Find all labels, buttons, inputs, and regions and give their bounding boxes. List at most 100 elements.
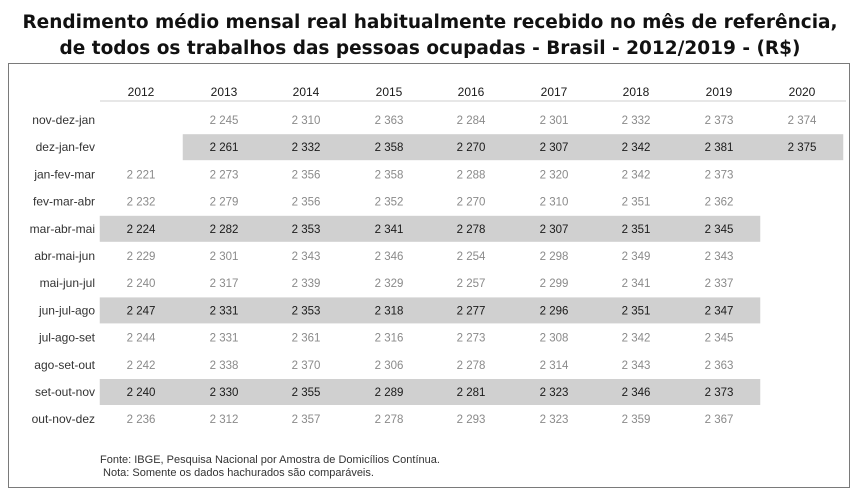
table-cell: 2 342 (622, 169, 651, 181)
row-label: jul-ago-set (38, 331, 96, 345)
column-header: 2012 (128, 85, 155, 99)
table-cell: 2 358 (375, 142, 404, 154)
table-cell: 2 254 (457, 251, 486, 263)
table-cell: 2 317 (210, 278, 239, 290)
table-cell: 2 273 (457, 333, 486, 345)
table-cell: 2 307 (540, 142, 569, 154)
column-header: 2016 (458, 85, 485, 99)
table-cell: 2 323 (540, 414, 569, 426)
table-cell: 2 342 (622, 333, 651, 345)
highlight-band (99, 379, 761, 405)
table-cell: 2 308 (540, 333, 569, 345)
table-cell: 2 338 (210, 360, 239, 372)
table-cell: 2 373 (705, 387, 734, 399)
row-label: fev-mar-abr (33, 195, 95, 209)
column-header: 2014 (293, 85, 320, 99)
table-cell: 2 282 (210, 224, 239, 236)
table-cell: 2 270 (457, 197, 486, 209)
table-cell: 2 331 (210, 333, 239, 345)
table-cell: 2 356 (292, 197, 321, 209)
table-cell: 2 346 (622, 387, 651, 399)
table-cell: 2 312 (210, 414, 239, 426)
column-header: 2020 (789, 85, 816, 99)
table-cell: 2 293 (457, 414, 486, 426)
table-cell: 2 277 (457, 305, 486, 317)
table-cell: 2 355 (292, 387, 321, 399)
table-cell: 2 330 (210, 387, 239, 399)
table-cell: 2 257 (457, 278, 486, 290)
table-cell: 2 345 (705, 224, 734, 236)
table-cell: 2 342 (622, 142, 651, 154)
table-cell: 2 339 (292, 278, 321, 290)
table-cell: 2 278 (457, 224, 486, 236)
table-cell: 2 281 (457, 387, 486, 399)
table-cell: 2 332 (292, 142, 321, 154)
table-cell: 2 296 (540, 305, 569, 317)
table-cell: 2 240 (127, 387, 156, 399)
chart-title-line-2: de todos os trabalhos das pessoas ocupad… (59, 38, 801, 59)
footnote-source: Fonte: IBGE, Pesquisa Nacional por Amost… (100, 454, 440, 466)
table-cell: 2 351 (622, 305, 651, 317)
table-cell: 2 343 (705, 251, 734, 263)
chart-panel (8, 63, 850, 488)
row-label: mar-abr-mai (30, 222, 95, 236)
row-label: set-out-nov (35, 385, 95, 399)
table-cell: 2 359 (622, 414, 651, 426)
row-label: nov-dez-jan (32, 113, 95, 127)
table-cell: 2 245 (210, 115, 239, 127)
table-cell: 2 232 (127, 197, 156, 209)
table-cell: 2 345 (705, 333, 734, 345)
column-header: 2015 (376, 85, 403, 99)
table-cell: 2 244 (127, 333, 156, 345)
highlight-band (182, 134, 844, 161)
table-cell: 2 361 (292, 333, 321, 345)
table-cell: 2 301 (210, 251, 239, 263)
row-label: ago-set-out (34, 358, 95, 372)
table-cell: 2 331 (210, 305, 239, 317)
table-cell: 2 270 (457, 142, 486, 154)
table-cell: 2 298 (540, 251, 569, 263)
table-cell: 2 370 (292, 360, 321, 372)
table-cell: 2 279 (210, 197, 239, 209)
table-cell: 2 229 (127, 251, 156, 263)
column-header: 2017 (541, 85, 568, 99)
table-cell: 2 289 (375, 387, 404, 399)
row-label: jan-fev-mar (33, 167, 95, 181)
table-cell: 2 316 (375, 333, 404, 345)
table-cell: 2 314 (540, 360, 569, 372)
row-label: out-nov-dez (32, 412, 95, 426)
row-label: abr-mai-jun (34, 249, 95, 263)
row-label: dez-jan-fev (36, 140, 95, 154)
footnote-note: Nota: Somente os dados hachurados são co… (100, 467, 374, 479)
table-cell: 2 373 (705, 169, 734, 181)
table-cell: 2 346 (375, 251, 404, 263)
table-cell: 2 310 (292, 115, 321, 127)
table-cell: 2 288 (457, 169, 486, 181)
table-cell: 2 278 (457, 360, 486, 372)
table-cell: 2 381 (705, 142, 734, 154)
table-cell: 2 242 (127, 360, 156, 372)
table-cell: 2 374 (788, 115, 817, 127)
table-cell: 2 351 (622, 224, 651, 236)
table-cell: 2 273 (210, 169, 239, 181)
table-cell: 2 310 (540, 197, 569, 209)
table-cell: 2 306 (375, 360, 404, 372)
table-cell: 2 301 (540, 115, 569, 127)
table-cell: 2 363 (375, 115, 404, 127)
table-cell: 2 363 (705, 360, 734, 372)
table-cell: 2 236 (127, 414, 156, 426)
table-cell: 2 356 (292, 169, 321, 181)
table-cell: 2 261 (210, 142, 239, 154)
table-cell: 2 347 (705, 305, 734, 317)
table-cell: 2 337 (705, 278, 734, 290)
chart-title-line-1: Rendimento médio mensal real habitualmen… (22, 12, 838, 33)
table-cell: 2 332 (622, 115, 651, 127)
table-cell: 2 357 (292, 414, 321, 426)
table-cell: 2 375 (788, 142, 817, 154)
highlight-band (99, 297, 761, 324)
table-cell: 2 343 (622, 360, 651, 372)
table-cell: 2 341 (375, 224, 404, 236)
table-cell: 2 247 (127, 305, 156, 317)
table-cell: 2 353 (292, 305, 321, 317)
